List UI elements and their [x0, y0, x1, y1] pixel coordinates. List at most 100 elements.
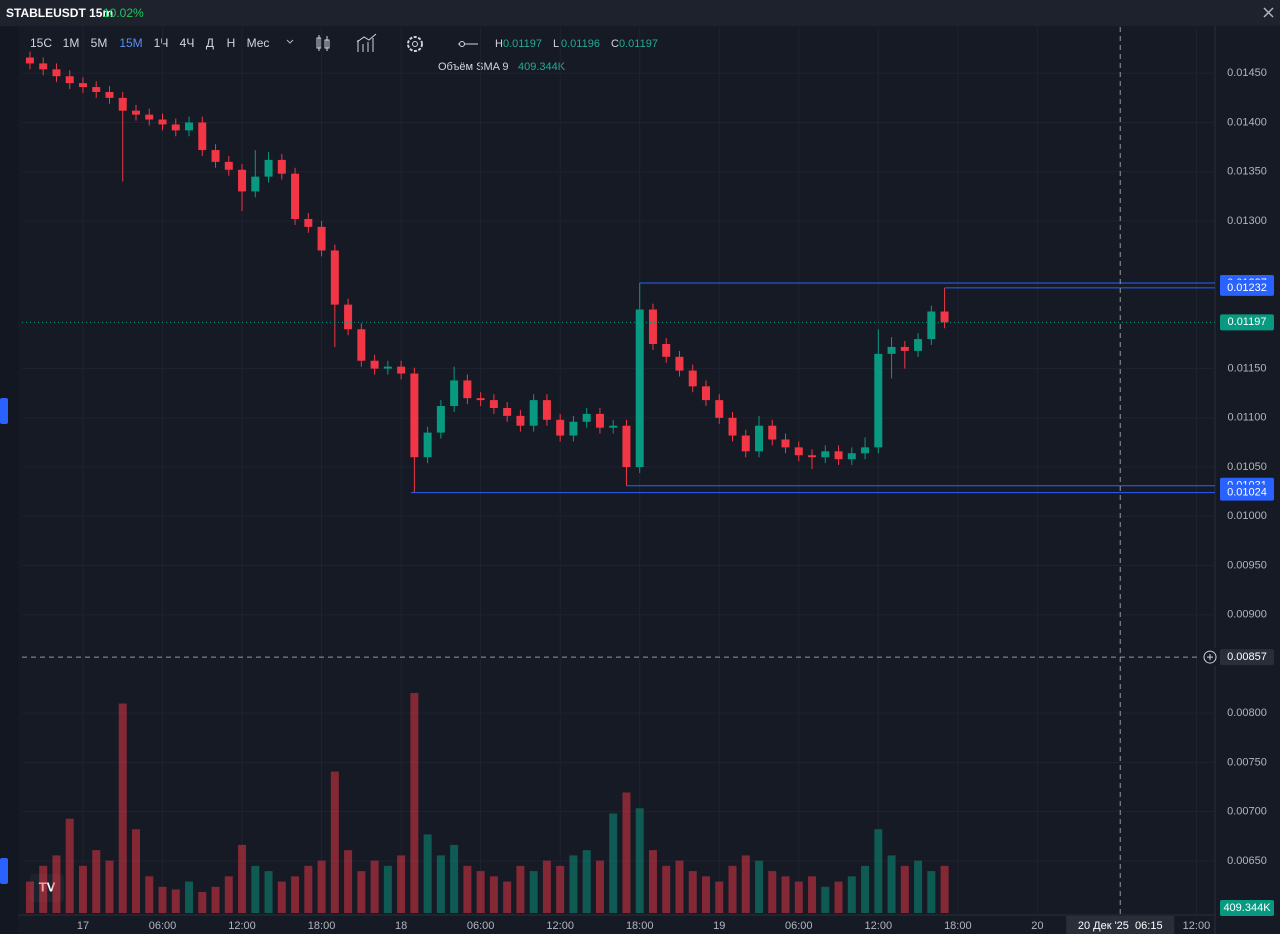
interval-button[interactable]: 1Ч	[154, 36, 169, 50]
candle-body	[423, 432, 432, 458]
volume-tag-bg	[1220, 900, 1274, 916]
x-tick-label: 06:00	[785, 920, 813, 932]
candle-body	[900, 346, 909, 351]
volume-bar	[662, 865, 671, 913]
candle-body	[185, 122, 194, 131]
volume-bar	[728, 865, 737, 913]
candle-body	[675, 356, 684, 371]
close-button[interactable]	[1263, 7, 1274, 18]
volume-bar	[648, 850, 657, 913]
level-tag-bg	[1220, 484, 1274, 501]
indicators-button[interactable]	[356, 33, 377, 52]
chart-type-button[interactable]	[316, 35, 330, 51]
candle-body	[781, 439, 790, 448]
interval-button[interactable]: Мес	[247, 36, 270, 50]
change: 10.02%	[103, 6, 144, 20]
candle-body	[874, 353, 883, 448]
volume-bar	[529, 871, 538, 913]
interval-button[interactable]: 15М	[119, 36, 142, 50]
candle-body	[569, 421, 578, 436]
volume-bar	[251, 865, 260, 913]
ohlc-key: L	[553, 38, 559, 50]
interval-button[interactable]: Д	[206, 36, 214, 50]
candle-body	[463, 380, 472, 399]
y-tick-label: 0.01050	[1227, 461, 1267, 473]
volume-bar	[874, 829, 883, 913]
candle-body	[847, 453, 856, 460]
candle-body	[198, 122, 207, 151]
candle-body	[940, 311, 949, 323]
candle-body	[808, 455, 817, 458]
candle-body	[927, 311, 936, 340]
candle-body	[291, 173, 300, 219]
interval-button[interactable]: 15С	[30, 36, 52, 50]
candle-body	[622, 425, 631, 468]
volume-bar	[900, 865, 909, 913]
interval-button[interactable]: 4Ч	[180, 36, 195, 50]
ohlc-value: 0.01197	[503, 38, 542, 50]
volume-bar	[105, 860, 114, 913]
settings-button[interactable]	[407, 36, 423, 52]
interval-menu[interactable]	[286, 39, 294, 44]
volume-bar	[171, 889, 180, 913]
volume-bar	[914, 860, 923, 913]
last-price-tag: 0.01197	[1228, 316, 1267, 328]
crosshair-y-label: 0.00857	[1227, 651, 1267, 663]
add-alert-button[interactable]	[1203, 650, 1217, 664]
interval-button[interactable]: Н	[227, 36, 236, 50]
candle-body	[609, 425, 618, 428]
volume-bar	[65, 818, 74, 913]
tool-active[interactable]	[0, 398, 8, 424]
volume-bar	[821, 886, 830, 913]
settings-icon	[412, 41, 418, 47]
x-tick-label: 06:00	[467, 920, 495, 932]
volume-bar	[940, 865, 949, 913]
y-tick-label: 0.01400	[1227, 116, 1267, 128]
candle-body	[701, 386, 710, 401]
crosshair-x-label: 20 Дек '25 06:15	[1078, 920, 1163, 932]
candle-body	[556, 419, 565, 436]
x-tick-label: 12:00	[1183, 920, 1211, 932]
volume-bar	[238, 844, 247, 913]
y-tick-label: 0.01100	[1228, 412, 1267, 424]
volume-bar	[224, 876, 233, 913]
interval-button[interactable]: 5М	[91, 36, 108, 50]
candle-body	[264, 159, 273, 177]
candle-body	[914, 339, 923, 351]
volume-bar	[741, 855, 750, 913]
volume-bar	[503, 881, 512, 913]
volume-bar	[861, 865, 870, 913]
y-tick-label: 0.00800	[1227, 707, 1267, 719]
volume-bar	[357, 871, 366, 913]
candle-body	[635, 309, 644, 468]
candle-body	[65, 76, 74, 84]
volume-bar	[25, 881, 34, 913]
volume-bar	[92, 850, 101, 913]
candle-body	[92, 87, 101, 92]
tool-toggle[interactable]	[0, 858, 8, 884]
y-tick-label: 0.01150	[1228, 363, 1267, 375]
volume-bar	[185, 881, 194, 913]
ohlc-value: 0.01197	[619, 38, 658, 50]
candle-body	[224, 161, 233, 170]
volume-bar	[344, 850, 353, 913]
volume-bar	[595, 860, 604, 913]
ohlc-legend: H 0.01197 L 0.01196 C 0.01197	[495, 38, 658, 50]
volume-bar	[582, 850, 591, 913]
candle-body	[887, 346, 896, 354]
volume-bar	[198, 892, 207, 913]
candle-body	[25, 57, 34, 64]
x-tick-label: 20	[1031, 920, 1043, 932]
last-price-tag-bg	[1220, 314, 1274, 331]
volume-bar	[688, 871, 697, 913]
candle-body	[78, 83, 87, 88]
ohlc-key: H	[495, 38, 503, 50]
candle-body	[317, 226, 326, 251]
interval-button[interactable]: 1М	[63, 36, 80, 50]
volume-bar	[489, 876, 498, 913]
x-tick-label: 17	[77, 920, 89, 932]
candle-body	[211, 150, 220, 162]
candle-body	[595, 413, 604, 428]
volume-bar	[781, 876, 790, 913]
